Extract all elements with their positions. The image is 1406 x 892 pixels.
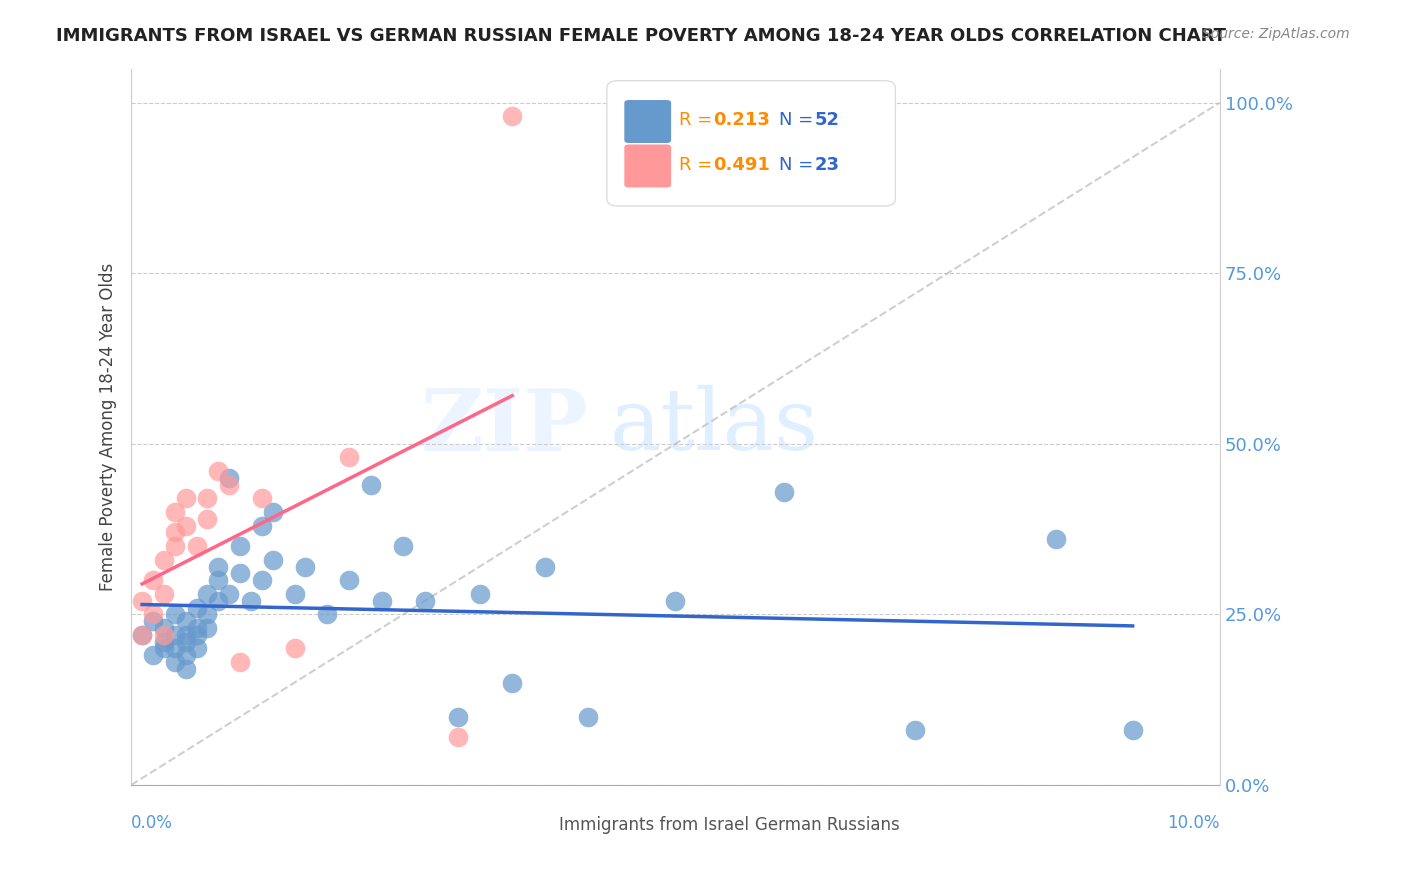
Point xyxy=(250,574,273,588)
Point xyxy=(163,607,186,622)
Point xyxy=(218,477,240,491)
Point xyxy=(904,723,927,738)
FancyBboxPatch shape xyxy=(624,145,671,187)
Point xyxy=(218,471,240,485)
Point xyxy=(197,491,219,506)
Text: Immigrants from Israel: Immigrants from Israel xyxy=(560,816,749,834)
Point xyxy=(250,491,273,506)
Point xyxy=(447,709,470,723)
Point xyxy=(197,512,219,526)
Point xyxy=(197,607,219,622)
Point xyxy=(392,539,415,553)
Point xyxy=(207,574,229,588)
Point xyxy=(229,539,252,553)
Text: IMMIGRANTS FROM ISRAEL VS GERMAN RUSSIAN FEMALE POVERTY AMONG 18-24 YEAR OLDS CO: IMMIGRANTS FROM ISRAEL VS GERMAN RUSSIAN… xyxy=(56,27,1226,45)
Point xyxy=(153,553,176,567)
Point xyxy=(447,730,470,744)
Point xyxy=(131,628,153,642)
Point xyxy=(413,593,436,607)
FancyBboxPatch shape xyxy=(530,812,555,838)
Point xyxy=(163,539,186,553)
Text: Source: ZipAtlas.com: Source: ZipAtlas.com xyxy=(1202,27,1350,41)
Point xyxy=(142,648,165,663)
Point xyxy=(197,587,219,601)
Point xyxy=(240,593,263,607)
Point xyxy=(337,450,360,465)
Point xyxy=(1122,723,1144,738)
Point xyxy=(207,464,229,478)
FancyBboxPatch shape xyxy=(624,100,671,143)
Text: German Russians: German Russians xyxy=(755,816,900,834)
Point xyxy=(262,505,284,519)
Point xyxy=(197,621,219,635)
Text: 23: 23 xyxy=(815,155,839,174)
Text: atlas: atlas xyxy=(610,385,820,468)
Point xyxy=(163,628,186,642)
Point xyxy=(174,614,197,628)
Point xyxy=(229,566,252,581)
Point xyxy=(153,628,176,642)
Point xyxy=(163,655,186,669)
Point xyxy=(174,628,197,642)
Point xyxy=(207,559,229,574)
Point xyxy=(142,614,165,628)
Point xyxy=(163,641,186,656)
Point xyxy=(250,518,273,533)
Text: 52: 52 xyxy=(815,112,839,129)
Y-axis label: Female Poverty Among 18-24 Year Olds: Female Poverty Among 18-24 Year Olds xyxy=(100,262,117,591)
Point xyxy=(131,593,153,607)
Point xyxy=(337,574,360,588)
Point xyxy=(576,709,599,723)
Point xyxy=(664,593,686,607)
Text: 0.213: 0.213 xyxy=(714,112,770,129)
Point xyxy=(153,634,176,648)
FancyBboxPatch shape xyxy=(607,80,896,206)
Point xyxy=(174,662,197,676)
Point xyxy=(262,553,284,567)
Point xyxy=(360,477,382,491)
Text: 0.491: 0.491 xyxy=(714,155,770,174)
Point xyxy=(174,491,197,506)
Point xyxy=(186,539,208,553)
Point xyxy=(283,587,305,601)
Point xyxy=(207,593,229,607)
Point xyxy=(186,621,208,635)
Point xyxy=(153,587,176,601)
Point xyxy=(174,648,197,663)
Point xyxy=(773,484,796,499)
Point xyxy=(131,628,153,642)
Point xyxy=(153,621,176,635)
Text: N =: N = xyxy=(779,112,818,129)
Point xyxy=(142,607,165,622)
Point xyxy=(186,600,208,615)
Point xyxy=(501,109,523,123)
Point xyxy=(163,505,186,519)
Point xyxy=(1045,533,1067,547)
Point xyxy=(316,607,339,622)
Point xyxy=(218,587,240,601)
Point xyxy=(174,518,197,533)
Text: 0.0%: 0.0% xyxy=(131,814,173,831)
Point xyxy=(468,587,491,601)
Point xyxy=(174,634,197,648)
Point xyxy=(153,641,176,656)
Point xyxy=(283,641,305,656)
Point xyxy=(229,655,252,669)
Point xyxy=(142,574,165,588)
Text: N =: N = xyxy=(779,155,818,174)
Text: ZIP: ZIP xyxy=(420,384,588,468)
Point xyxy=(186,628,208,642)
FancyBboxPatch shape xyxy=(725,812,752,838)
Point xyxy=(534,559,557,574)
Point xyxy=(294,559,316,574)
Point xyxy=(163,525,186,540)
Point xyxy=(186,641,208,656)
Text: 10.0%: 10.0% xyxy=(1167,814,1220,831)
Text: R =: R = xyxy=(679,155,717,174)
Text: R =: R = xyxy=(679,112,717,129)
Point xyxy=(370,593,392,607)
Point xyxy=(501,675,523,690)
